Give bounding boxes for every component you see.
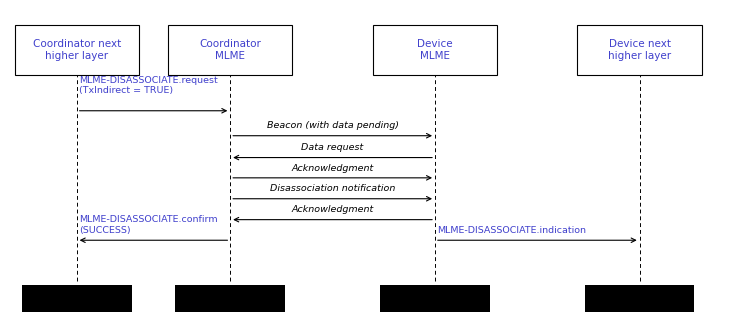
Bar [373,25,497,75]
Text: Beacon (with data pending): Beacon (with data pending) [267,121,398,130]
Text: MLME-DISASSOCIATE.confirm
(SUCCESS): MLME-DISASSOCIATE.confirm (SUCCESS) [79,215,218,235]
Bar [22,285,132,312]
Text: Disassociation notification: Disassociation notification [270,184,395,193]
Bar [168,25,292,75]
Text: MLME-DISASSOCIATE.indication: MLME-DISASSOCIATE.indication [437,226,586,235]
Text: Data request: Data request [301,143,364,152]
Text: MLME-DISASSOCIATE.request
(TxIndirect = TRUE): MLME-DISASSOCIATE.request (TxIndirect = … [79,76,218,95]
Bar [15,25,139,75]
Text: Device
MLME: Device MLME [417,39,452,61]
Text: Acknowledgment: Acknowledgment [292,205,374,214]
Text: Device next
higher layer: Device next higher layer [608,39,671,61]
Text: Acknowledgment: Acknowledgment [292,163,374,173]
Text: Coordinator
MLME: Coordinator MLME [200,39,261,61]
Bar [175,285,285,312]
Bar [380,285,490,312]
Bar [585,285,694,312]
Bar [577,25,702,75]
Text: Coordinator next
higher layer: Coordinator next higher layer [33,39,121,61]
